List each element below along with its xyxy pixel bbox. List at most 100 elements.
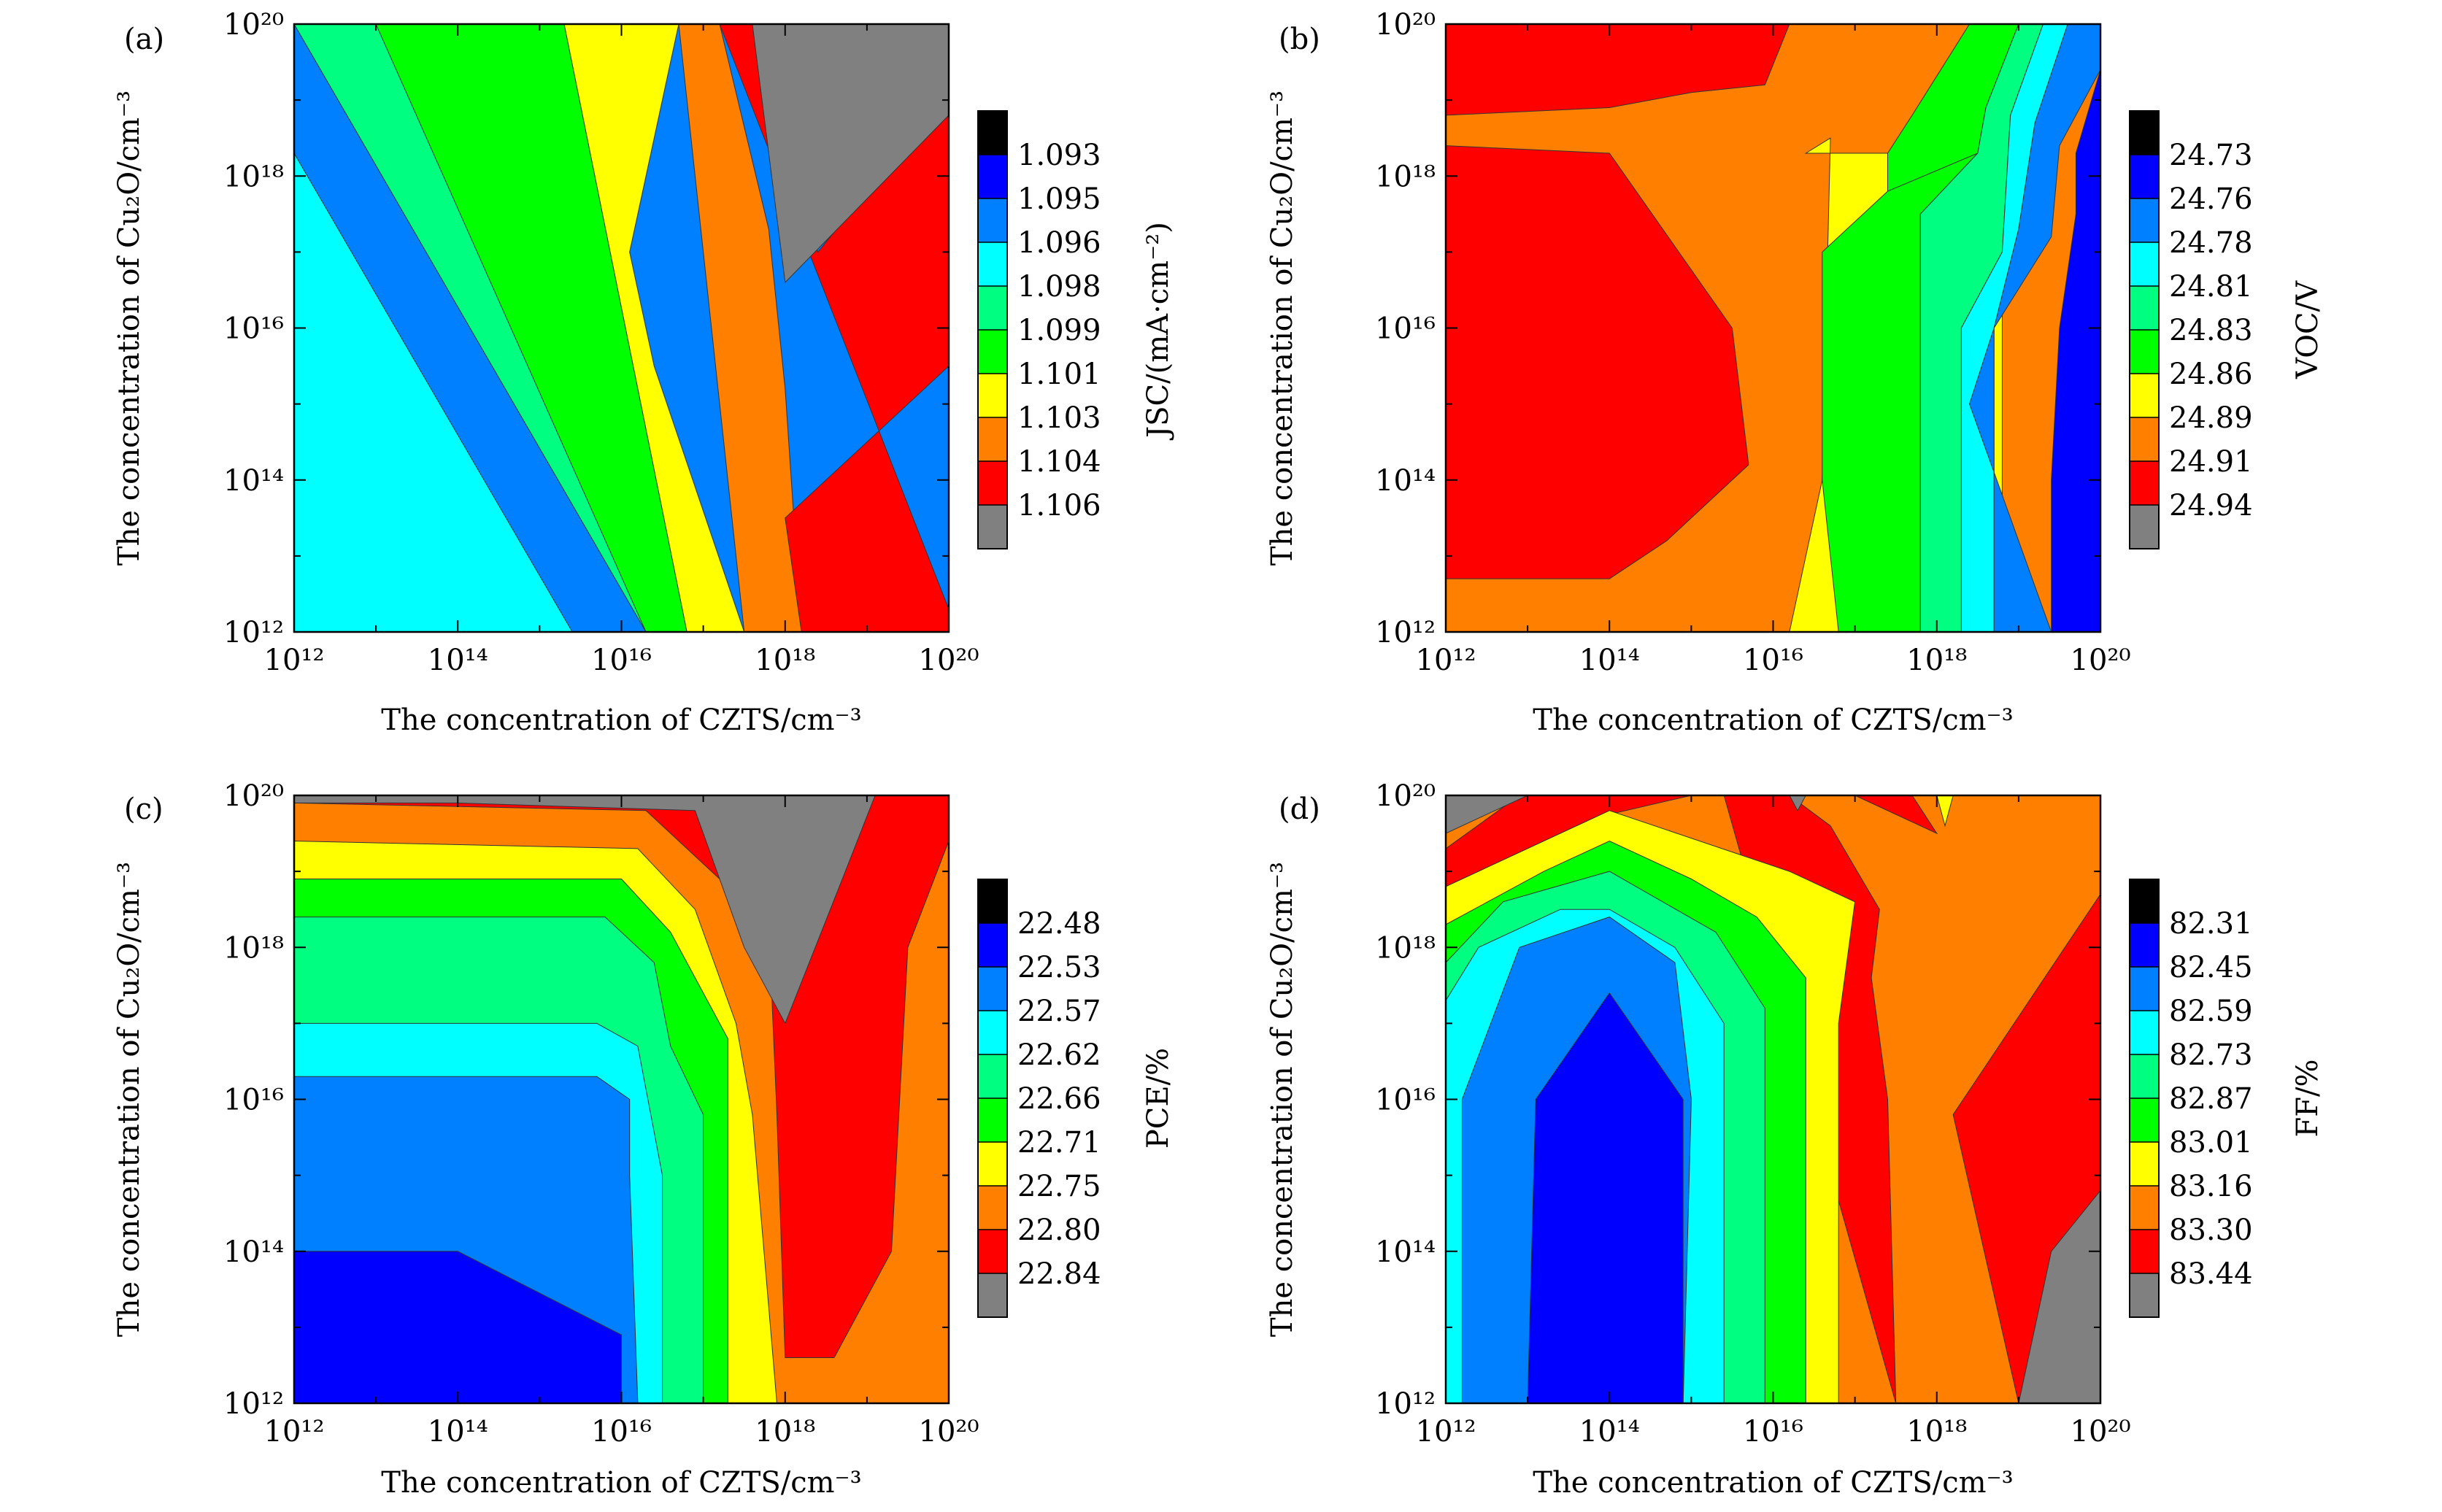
colorbar-tick-label: 1.095 — [1017, 182, 1101, 216]
y-tick-label: 10¹⁴ — [1375, 464, 1436, 498]
contour-region — [1446, 24, 1790, 116]
colorbar-tick-label: 1.099 — [1017, 314, 1101, 347]
x-tick-label: 10¹⁶ — [591, 644, 652, 677]
colorbar-tick-label: 22.48 — [1017, 907, 1101, 941]
colorbar-tick-label: 82.31 — [2169, 907, 2253, 941]
contour-region — [1446, 795, 1528, 834]
contour-region — [678, 24, 802, 632]
colorbar-swatch — [2130, 1186, 2159, 1230]
x-tick-label: 10¹⁴ — [428, 644, 488, 677]
colorbar-swatch — [2130, 1054, 2159, 1098]
colorbar: 22.48 22.53 22.57 22.62 22.66 22.71 22.75 22.80… — [977, 879, 1175, 1318]
colorbar-swatch — [978, 198, 1007, 242]
colorbar-tick-label: 83.44 — [2169, 1257, 2253, 1291]
colorbar-tick-label: 82.59 — [2169, 995, 2253, 1028]
colorbar-swatch — [2130, 1098, 2159, 1142]
x-tick-label: 10¹² — [264, 644, 325, 677]
panel-label: (b) — [1279, 23, 1320, 56]
colorbar-swatch — [978, 330, 1007, 374]
contour-region — [1936, 795, 1954, 828]
colorbar-tick-label: 1.093 — [1017, 139, 1101, 172]
colorbar: 82.31 82.45 82.59 82.73 82.87 83.01 83.16 83.30… — [2129, 879, 2324, 1318]
x-tick-label: 10²⁰ — [919, 1415, 979, 1449]
colorbar-label: VOC/V — [2291, 280, 2324, 379]
panel-3: 10¹² 10¹⁴ 10¹⁶ 10¹⁸ 10²⁰ 10¹² 10¹⁴ 10¹⁶ 10¹⁸ 10²⁰… — [112, 779, 1175, 1500]
colorbar-tick-label: 24.76 — [2169, 182, 2253, 216]
colorbar-swatch — [978, 1142, 1007, 1186]
contour-region — [294, 1251, 622, 1403]
colorbar-tick-label: 82.45 — [2169, 951, 2253, 984]
x-tick-label: 10¹⁸ — [755, 644, 815, 677]
colorbar-tick-label: 22.66 — [1017, 1082, 1101, 1116]
x-axis-label: The concentration of CZTS/cm⁻³ — [1533, 703, 2013, 737]
contour-region — [294, 795, 876, 1025]
y-tick-label: 10¹² — [1375, 616, 1436, 649]
y-tick-label: 10¹⁴ — [223, 464, 284, 498]
y-axis-label: The concentration of Cu₂O/cm⁻³ — [1266, 90, 1299, 566]
colorbar-swatch — [2130, 1230, 2159, 1273]
contour-regions — [1446, 24, 2100, 632]
panel-4: 10¹² 10¹⁴ 10¹⁶ 10¹⁸ 10²⁰ 10¹² 10¹⁴ 10¹⁶ 10¹⁸ 10²⁰… — [1266, 779, 2324, 1500]
colorbar-swatch — [978, 374, 1007, 417]
x-tick-label: 10¹² — [1416, 644, 1476, 677]
panel-label: (c) — [124, 792, 163, 826]
colorbar-swatch — [2130, 330, 2159, 374]
y-tick-label: 10¹⁸ — [1375, 931, 1436, 965]
colorbar-swatch — [978, 286, 1007, 330]
colorbar-swatch — [2130, 198, 2159, 242]
colorbar-swatch — [978, 879, 1007, 923]
colorbar-swatch — [2130, 417, 2159, 461]
contour-region — [1527, 992, 1684, 1403]
colorbar-swatch — [2130, 286, 2159, 330]
y-tick-label: 10¹² — [223, 1387, 284, 1421]
y-tick-label: 10²⁰ — [223, 779, 284, 813]
colorbar-tick-label: 82.87 — [2169, 1082, 2253, 1116]
colorbar-tick-label: 83.01 — [2169, 1126, 2253, 1160]
panel-2: 10¹² 10¹⁴ 10¹⁶ 10¹⁸ 10²⁰ 10¹² 10¹⁴ 10¹⁶ 10¹⁸ 10²⁰… — [1266, 8, 2324, 737]
y-tick-label: 10¹⁶ — [1375, 312, 1436, 346]
x-tick-label: 10¹⁶ — [1743, 1415, 1803, 1449]
y-tick-label: 10¹² — [223, 616, 284, 649]
colorbar-tick-label: 22.75 — [1017, 1170, 1101, 1203]
contour-region — [1969, 24, 2100, 632]
colorbar-swatch — [2130, 242, 2159, 286]
y-tick-label: 10¹² — [1375, 1387, 1436, 1421]
y-axis-label: The concentration of Cu₂O/cm⁻³ — [1266, 862, 1299, 1337]
colorbar-swatch — [978, 505, 1007, 549]
colorbar-tick-label: 83.30 — [2169, 1214, 2253, 1247]
y-tick-label: 10¹⁸ — [223, 160, 284, 193]
colorbar-swatch — [978, 1230, 1007, 1273]
y-tick-label: 10²⁰ — [1375, 779, 1436, 813]
x-tick-label: 10¹⁶ — [1743, 644, 1803, 677]
contour-regions — [294, 795, 949, 1403]
colorbar-tick-label: 24.94 — [2169, 489, 2253, 522]
colorbar-label: PCE/% — [1141, 1048, 1175, 1149]
colorbar-tick-label: 1.104 — [1017, 445, 1101, 479]
contour-region — [2051, 69, 2100, 632]
contour-regions — [294, 24, 949, 632]
x-tick-label: 10²⁰ — [2071, 644, 2131, 677]
colorbar-swatch — [978, 242, 1007, 286]
colorbar-swatch — [2130, 967, 2159, 1011]
panel-label: (d) — [1279, 792, 1320, 826]
x-tick-label: 10¹² — [1416, 1415, 1476, 1449]
colorbar-tick-label: 1.106 — [1017, 489, 1101, 522]
colorbar-swatch — [2130, 111, 2159, 155]
colorbar-tick-label: 82.73 — [2169, 1038, 2253, 1072]
contour-region — [1854, 795, 1938, 835]
colorbar-tick-label: 24.83 — [2169, 314, 2253, 347]
colorbar-swatch — [2130, 1011, 2159, 1054]
contour-region — [294, 153, 573, 632]
colorbar-swatch — [2130, 923, 2159, 967]
x-tick-label: 10¹⁸ — [755, 1415, 815, 1449]
x-axis-label: The concentration of CZTS/cm⁻³ — [1533, 1466, 2013, 1500]
x-tick-label: 10¹⁸ — [1906, 1415, 1967, 1449]
y-tick-label: 10¹⁶ — [223, 312, 284, 346]
colorbar-tick-label: 1.101 — [1017, 358, 1101, 391]
y-tick-label: 10¹⁸ — [223, 931, 284, 965]
colorbar-label: JSC/(mA·cm⁻²) — [1141, 222, 1175, 441]
colorbar-tick-label: 22.71 — [1017, 1126, 1101, 1160]
colorbar-swatch — [2130, 374, 2159, 417]
y-axis-label: The concentration of Cu₂O/cm⁻³ — [112, 862, 146, 1337]
